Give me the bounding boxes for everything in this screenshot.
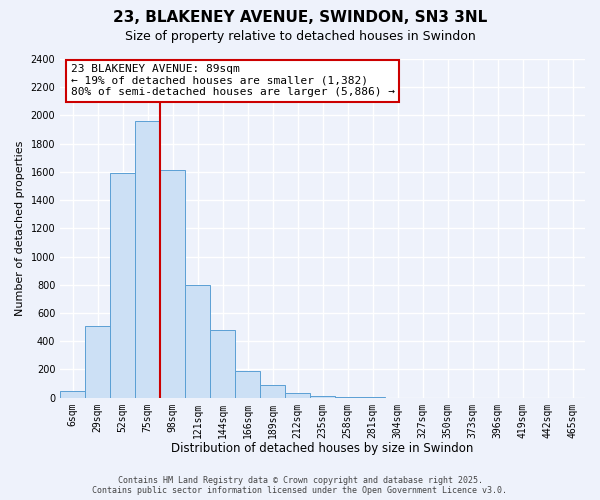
Bar — [235, 371, 260, 398]
Bar — [85, 326, 110, 398]
Text: 23, BLAKENEY AVENUE, SWINDON, SN3 3NL: 23, BLAKENEY AVENUE, SWINDON, SN3 3NL — [113, 10, 487, 25]
Bar — [60, 390, 85, 398]
Bar — [185, 285, 210, 398]
Bar — [335, 397, 360, 398]
Bar — [160, 170, 185, 398]
Y-axis label: Number of detached properties: Number of detached properties — [15, 140, 25, 316]
Bar — [110, 174, 135, 398]
Bar — [210, 330, 235, 398]
X-axis label: Distribution of detached houses by size in Swindon: Distribution of detached houses by size … — [172, 442, 474, 455]
Bar — [135, 121, 160, 398]
Bar — [310, 396, 335, 398]
Bar — [260, 385, 285, 398]
Bar — [285, 393, 310, 398]
Text: Size of property relative to detached houses in Swindon: Size of property relative to detached ho… — [125, 30, 475, 43]
Text: 23 BLAKENEY AVENUE: 89sqm
← 19% of detached houses are smaller (1,382)
80% of se: 23 BLAKENEY AVENUE: 89sqm ← 19% of detac… — [71, 64, 395, 98]
Text: Contains HM Land Registry data © Crown copyright and database right 2025.
Contai: Contains HM Land Registry data © Crown c… — [92, 476, 508, 495]
